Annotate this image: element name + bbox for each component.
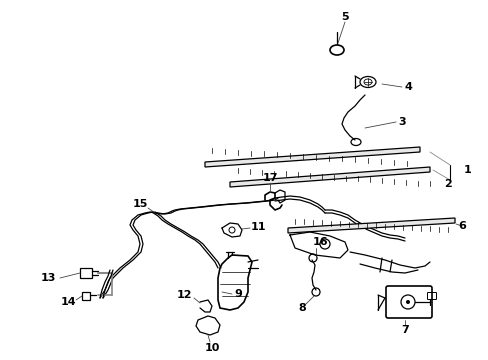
Text: 16: 16 — [311, 237, 327, 247]
Polygon shape — [229, 167, 429, 187]
Polygon shape — [196, 316, 220, 335]
Text: 15: 15 — [132, 199, 147, 209]
Text: 12: 12 — [176, 290, 191, 300]
Polygon shape — [287, 218, 454, 233]
Text: 8: 8 — [298, 303, 305, 313]
Text: 13: 13 — [40, 273, 56, 283]
Text: 5: 5 — [341, 12, 348, 22]
Text: 17: 17 — [262, 173, 277, 183]
Text: 3: 3 — [397, 117, 405, 127]
Circle shape — [405, 300, 409, 304]
Text: 1: 1 — [463, 165, 471, 175]
Text: 6: 6 — [457, 221, 465, 231]
Polygon shape — [218, 255, 251, 310]
Text: 10: 10 — [204, 343, 219, 353]
Text: 14: 14 — [60, 297, 76, 307]
Text: 2: 2 — [443, 179, 451, 189]
Polygon shape — [204, 147, 419, 167]
Polygon shape — [82, 292, 90, 300]
Ellipse shape — [359, 77, 375, 87]
FancyBboxPatch shape — [385, 286, 431, 318]
Text: 11: 11 — [250, 222, 265, 232]
Text: 9: 9 — [234, 289, 242, 299]
Text: 7: 7 — [400, 325, 408, 335]
Ellipse shape — [329, 45, 343, 55]
Text: 4: 4 — [403, 82, 411, 92]
Polygon shape — [80, 268, 92, 278]
